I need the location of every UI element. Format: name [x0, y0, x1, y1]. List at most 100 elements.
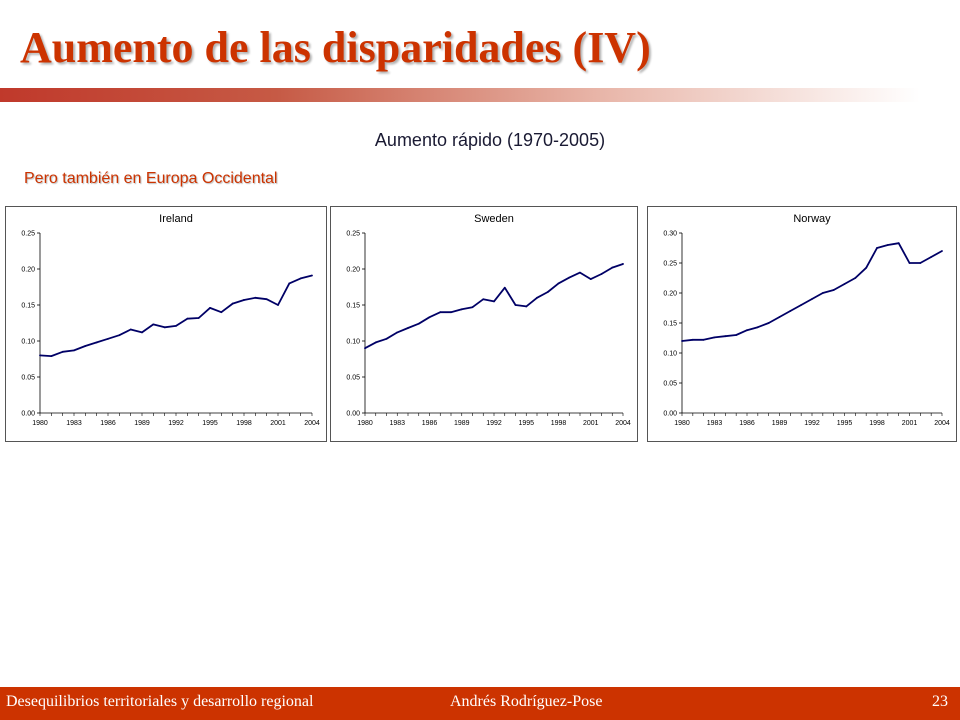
- data-point: [197, 317, 200, 319]
- data-point: [152, 323, 155, 326]
- data-point: [557, 282, 560, 285]
- x-tick-label: 2004: [304, 420, 320, 427]
- data-point: [39, 354, 41, 357]
- x-tick-label: 1980: [674, 420, 690, 427]
- x-tick-label: 1992: [168, 420, 184, 427]
- x-tick-label: 2001: [583, 420, 599, 427]
- data-point: [95, 341, 98, 344]
- data-point: [311, 274, 313, 277]
- x-tick-label: 1986: [739, 420, 755, 427]
- chart-svg: Ireland 0.00 0.05 0.10 0.15 0.20 0.25 1980 1983 1…: [21, 213, 320, 427]
- data-point: [450, 311, 452, 314]
- data-point: [61, 350, 64, 353]
- data-point: [73, 349, 75, 352]
- data-point: [832, 289, 835, 291]
- chart-sweden: Sweden 0.00 0.05 0.10 0.15 0.20 0.25 1980 1983 19…: [330, 206, 638, 442]
- data-point: [385, 337, 388, 340]
- x-tick-label: 1980: [32, 420, 48, 427]
- chart-title: Ireland: [159, 213, 193, 225]
- y-tick-label: 0.25: [663, 261, 677, 268]
- y-tick-label: 0.05: [346, 375, 360, 382]
- x-tick-label: 1998: [236, 420, 252, 427]
- x-tick-label: 1998: [551, 420, 567, 427]
- slide-note: Pero también en Europa Occidental: [24, 170, 278, 187]
- data-point: [821, 292, 824, 294]
- data-point: [702, 338, 705, 341]
- y-tick-label: 0.25: [346, 231, 360, 238]
- data-point: [865, 266, 868, 269]
- x-tick-label: 1995: [837, 420, 853, 427]
- x-tick-label: 2001: [270, 420, 286, 427]
- data-point: [439, 311, 442, 314]
- footer-course: Desequilibrios territoriales y desarroll…: [6, 693, 314, 710]
- data-point: [536, 296, 538, 299]
- data-point: [843, 283, 846, 285]
- slide-title: Aumento de las disparidades (IV): [20, 23, 651, 72]
- y-tick-label: 0.15: [21, 303, 35, 310]
- x-tick-label: 1995: [518, 420, 534, 427]
- data-point: [243, 299, 245, 301]
- data-point: [941, 250, 943, 252]
- data-point: [493, 300, 495, 303]
- data-point: [277, 304, 279, 306]
- data-point: [265, 298, 268, 301]
- data-point: [209, 306, 211, 309]
- data-point: [854, 277, 857, 279]
- x-tick-label: 1986: [100, 420, 116, 427]
- data-point: [220, 311, 223, 314]
- x-tick-label: 1983: [66, 420, 82, 427]
- data-point: [611, 266, 614, 269]
- data-point: [589, 278, 592, 280]
- chart-title: Norway: [793, 213, 831, 225]
- data-point: [886, 244, 889, 246]
- data-point: [163, 326, 166, 329]
- data-point: [50, 355, 53, 358]
- x-tick-label: 1992: [486, 420, 502, 427]
- y-tick-label: 0.00: [346, 411, 360, 418]
- x-tick-label: 1998: [869, 420, 885, 427]
- data-point: [746, 329, 748, 332]
- data-point: [546, 291, 549, 293]
- data-point: [107, 337, 109, 340]
- x-tick-label: 1986: [422, 420, 438, 427]
- chart-ireland: Ireland 0.00 0.05 0.10 0.15 0.20 0.25 1980 1983 1…: [5, 206, 327, 442]
- x-tick-label: 1992: [804, 420, 820, 427]
- data-point: [175, 324, 177, 327]
- data-point: [417, 322, 420, 325]
- chart-title: Sweden: [474, 213, 514, 225]
- data-point: [428, 316, 431, 319]
- data-point: [579, 271, 581, 274]
- data-point: [622, 263, 624, 265]
- data-point: [186, 317, 189, 320]
- series-line: [39, 274, 313, 358]
- data-point: [778, 316, 781, 318]
- x-tick-label: 2004: [934, 420, 950, 427]
- data-point: [713, 336, 716, 339]
- data-point: [800, 304, 803, 306]
- y-tick-label: 0.25: [21, 231, 35, 238]
- data-point: [460, 308, 463, 311]
- data-point: [482, 298, 485, 301]
- slide-subtitle: Aumento rápido (1970-2005): [374, 130, 606, 150]
- y-tick-label: 0.10: [663, 351, 677, 358]
- data-point: [129, 328, 132, 331]
- y-tick-label: 0.00: [21, 411, 35, 418]
- chart-svg: Norway 0.00 0.05 0.10 0.15 0.20 0.25 0.30 1980 19…: [663, 213, 950, 427]
- series-line: [681, 242, 943, 342]
- chart-norway: Norway 0.00 0.05 0.10 0.15 0.20 0.25 0.30 1980 19…: [647, 206, 957, 442]
- footer-author: Andrés Rodríguez-Pose: [450, 693, 603, 710]
- data-point: [811, 298, 813, 300]
- x-tick-label: 2004: [615, 420, 631, 427]
- data-point: [600, 273, 603, 275]
- x-tick-label: 1983: [389, 420, 405, 427]
- data-point: [568, 276, 571, 279]
- data-point: [514, 304, 517, 306]
- y-tick-label: 0.05: [663, 381, 677, 388]
- y-tick-label: 0.20: [346, 267, 360, 274]
- y-tick-label: 0.20: [21, 267, 35, 274]
- data-point: [724, 335, 727, 338]
- data-point: [407, 327, 409, 329]
- x-tick-label: 2001: [902, 420, 918, 427]
- footer-bar: Desequilibrios territoriales y desarroll…: [0, 687, 960, 720]
- y-tick-label: 0.10: [346, 339, 360, 346]
